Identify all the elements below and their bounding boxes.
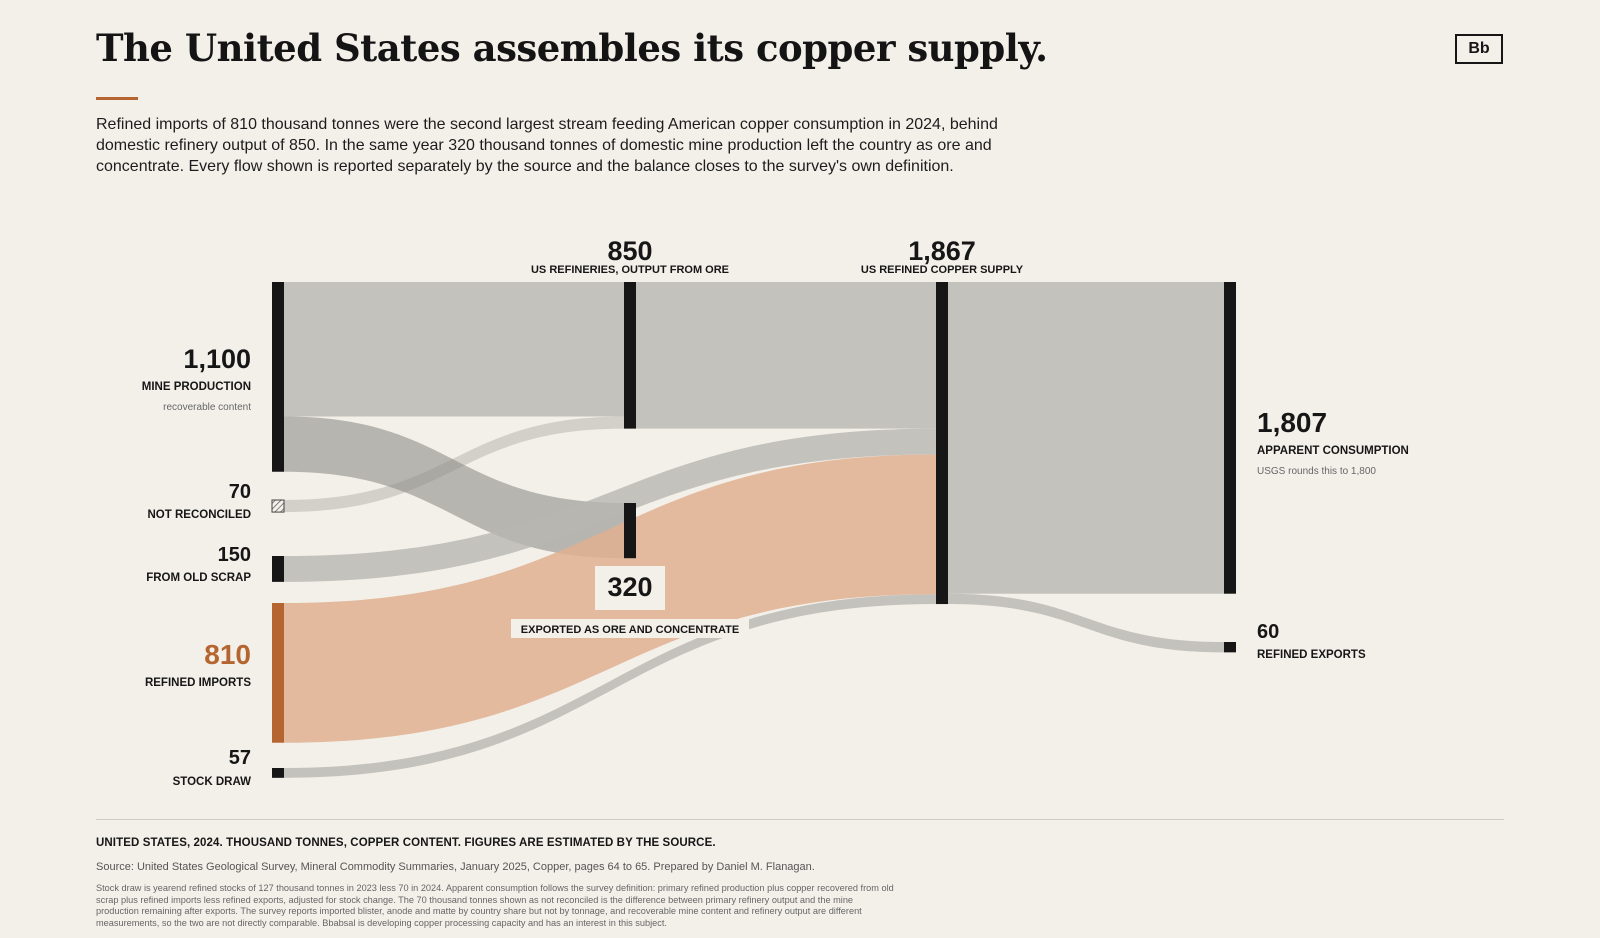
value-label-ref_exports: 60 (1257, 621, 1279, 643)
node-label-consumption: APPARENT CONSUMPTION (1257, 445, 1409, 457)
value-label-mine: 1,100 (183, 344, 251, 374)
label-layer: 1,100 MINE PRODUCTION recoverable content 7… (142, 236, 1409, 788)
footer-heading: UNITED STATES, 2024. THOUSAND TONNES, CO… (96, 837, 716, 849)
node-layer (271, 282, 1236, 778)
value-label-refineries: 850 (607, 236, 652, 266)
title-accent-rule (96, 97, 138, 100)
node-consumption (1224, 282, 1236, 594)
value-label-scrap: 150 (218, 544, 251, 566)
footer-source: Source: United States Geological Survey,… (96, 861, 815, 873)
brand-logo[interactable]: Bb (1455, 34, 1503, 64)
flow-mine-to-refineries (284, 282, 624, 417)
node-stock (272, 768, 284, 778)
footer-divider (96, 819, 1504, 820)
flow-layer (284, 282, 1224, 778)
flow-mine-to-export_ore (284, 416, 624, 559)
node-label-imports: REFINED IMPORTS (145, 677, 251, 689)
flow-supply-to-consumption (948, 282, 1224, 594)
value-label-stock: 57 (229, 747, 251, 769)
node-export_ore (624, 503, 636, 559)
value-label-supply: 1,867 (908, 236, 976, 266)
node-sublabel-consumption: USGS rounds this to 1,800 (1257, 466, 1376, 477)
value-label-imports: 810 (204, 639, 251, 670)
value-label-unrec: 70 (229, 481, 251, 503)
node-label-mine: MINE PRODUCTION (142, 381, 251, 393)
footer-note: Stock draw is yearend refined stocks of … (96, 883, 894, 928)
node-label-unrec: NOT RECONCILED (148, 509, 252, 521)
export-value-box (595, 566, 665, 610)
page-title: The United States assembles its copper s… (96, 26, 1048, 70)
node-mine (272, 282, 284, 472)
node-unrec (271, 499, 285, 513)
flow-refineries-to-supply (636, 282, 936, 429)
node-label-supply: US REFINED COPPER SUPPLY (861, 264, 1024, 276)
node-imports (272, 603, 284, 743)
node-sublabel-mine: recoverable content (163, 402, 251, 413)
intro-paragraph: Refined imports of 810 thousand tonnes w… (96, 116, 998, 175)
flow-stock-to-supply (284, 594, 936, 778)
node-label-refineries: US REFINERIES, OUTPUT FROM ORE (531, 264, 729, 276)
value-label-consumption: 1,807 (1257, 407, 1327, 438)
node-supply (936, 282, 948, 605)
node-label-export_ore: EXPORTED AS ORE AND CONCENTRATE (521, 624, 739, 636)
node-scrap (272, 556, 284, 582)
node-label-scrap: FROM OLD SCRAP (146, 572, 251, 584)
node-label-stock: STOCK DRAW (173, 776, 252, 788)
flow-scrap-to-supply (284, 428, 936, 582)
node-refineries (624, 282, 636, 429)
node-ref_exports (1224, 642, 1236, 653)
flow-supply-to-ref_exports (948, 593, 1224, 653)
node-label-ref_exports: REFINED EXPORTS (1257, 649, 1366, 661)
value-label-export_ore: 320 (607, 572, 652, 602)
export-label-box (511, 619, 749, 638)
